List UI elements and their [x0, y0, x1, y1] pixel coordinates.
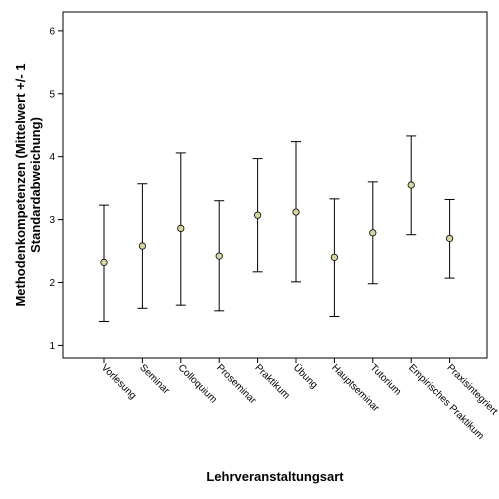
x-tick-label: Empirisches Praktikum	[406, 362, 486, 442]
y-tick-label: 1	[49, 341, 55, 352]
y-axis-title-line-2: Standardabweichung)	[28, 117, 43, 253]
x-tick-label: Tutorium	[368, 362, 403, 397]
y-tick-label: 4	[49, 152, 55, 163]
mean-marker	[215, 252, 223, 260]
y-axis: 1 2 3 4 5 6	[49, 26, 63, 352]
x-tick-label: Proseminar	[214, 362, 258, 406]
y-tick-label: 3	[49, 215, 55, 226]
plot-area-frame	[62, 11, 488, 359]
x-tick-label: Übung	[291, 362, 320, 391]
mean-marker	[369, 229, 377, 237]
y-axis-title: Methodenkompetenzen (Mittelwert +/- 1 St…	[13, 63, 43, 306]
y-tick-label: 6	[49, 26, 55, 37]
x-axis-title: Lehrveranstaltungsart	[206, 469, 344, 484]
mean-marker	[138, 242, 146, 250]
y-tick-label: 5	[49, 89, 55, 100]
mean-marker	[254, 211, 262, 219]
x-tick-label: Colloquium	[176, 362, 219, 405]
mean-marker	[330, 253, 338, 261]
mean-marker	[445, 234, 454, 243]
mean-marker	[292, 208, 300, 216]
x-tick-label: Seminar	[137, 362, 172, 397]
x-tick-label: Praktikum	[252, 362, 291, 401]
x-tick-label: Vorlesung	[99, 362, 138, 401]
x-axis: Vorlesung Seminar ColloquiumProseminarPrak…	[99, 358, 499, 442]
mean-marker	[407, 181, 415, 189]
y-axis-title-line-1: Methodenkompetenzen (Mittelwert +/- 1	[13, 63, 28, 306]
mean-marker	[100, 258, 108, 266]
y-tick-label: 2	[49, 278, 55, 289]
mean-marker	[177, 224, 185, 233]
error-bars	[99, 135, 455, 323]
